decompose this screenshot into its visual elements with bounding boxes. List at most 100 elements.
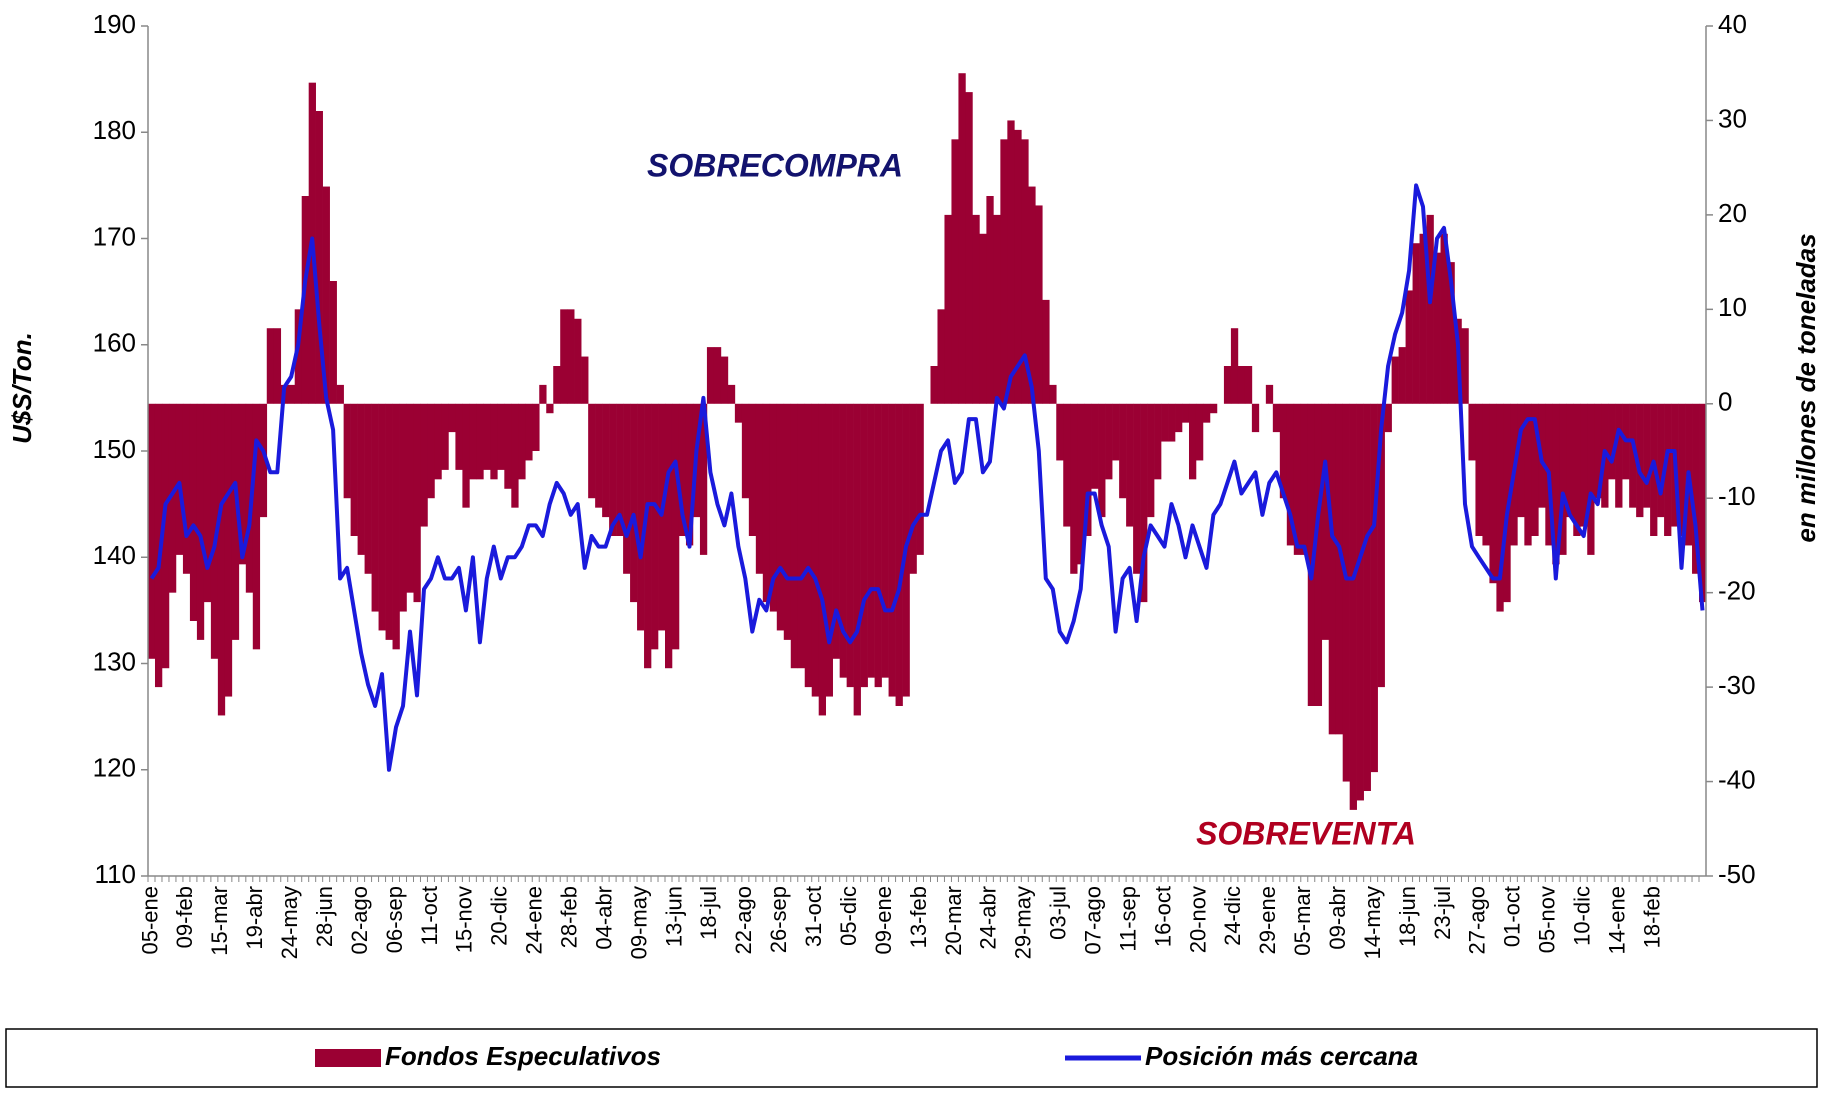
y-tick-label: 190	[93, 9, 136, 39]
bar	[1230, 328, 1239, 404]
bar	[1349, 403, 1357, 810]
bar	[1007, 120, 1015, 404]
bar	[469, 403, 477, 480]
bar	[1223, 366, 1232, 404]
x-tick-label: 18-feb	[1639, 886, 1664, 948]
bar	[581, 356, 589, 404]
bar	[671, 403, 680, 650]
x-tick-label: 14-ene	[1604, 886, 1629, 955]
bar	[1202, 403, 1211, 423]
bar	[1028, 186, 1036, 404]
y-tick-label: 110	[95, 859, 136, 889]
bar	[196, 403, 205, 640]
bar	[727, 384, 736, 404]
x-tick-label: 18-jun	[1395, 886, 1420, 947]
bar	[595, 403, 603, 508]
bar	[1049, 384, 1057, 404]
bar	[1447, 262, 1455, 404]
bar	[315, 111, 323, 404]
bar	[511, 403, 519, 508]
x-tick-label: 11-oct	[417, 886, 442, 946]
bar	[1279, 403, 1288, 499]
bar	[1126, 403, 1134, 527]
y2-tick-label: 10	[1718, 292, 1747, 322]
y-tick-label: 160	[93, 328, 136, 358]
bar	[944, 214, 952, 404]
bar	[210, 403, 219, 659]
bar	[972, 214, 980, 404]
bar	[588, 403, 596, 499]
y2-tick-label: -20	[1718, 576, 1756, 606]
bar	[951, 139, 959, 404]
bar	[783, 403, 792, 640]
bar	[937, 309, 945, 404]
bar	[1237, 366, 1246, 404]
bar	[343, 403, 351, 499]
bar	[259, 403, 268, 518]
x-tick-label: 02-ago	[347, 886, 372, 955]
y2-axis-label: en millones de toneladas	[1791, 233, 1821, 542]
bar	[986, 196, 994, 404]
bar	[203, 403, 212, 603]
bar	[1692, 403, 1700, 574]
y-tick-label: 150	[93, 434, 136, 464]
bar	[322, 186, 330, 404]
y-tick-label: 130	[93, 646, 136, 676]
bar	[532, 403, 540, 451]
bar	[616, 403, 624, 536]
bar	[161, 403, 170, 669]
bar	[1419, 233, 1427, 404]
bar	[553, 366, 561, 404]
x-tick-label: 19-abr	[242, 886, 267, 950]
bar	[1412, 243, 1420, 404]
x-tick-label: 26-sep	[766, 886, 791, 953]
x-tick-label: 28-feb	[556, 886, 581, 948]
x-tick-label: 24-ene	[522, 886, 547, 955]
bar	[1384, 403, 1392, 433]
x-tick-label: 24-abr	[976, 886, 1001, 950]
bar	[825, 403, 833, 697]
bar	[1286, 403, 1295, 546]
bar	[476, 403, 484, 480]
x-tick-label: 24-may	[277, 886, 302, 959]
bar	[245, 403, 254, 593]
bar	[1475, 403, 1483, 536]
bar	[1433, 252, 1441, 404]
x-tick-label: 03-jul	[1046, 886, 1071, 940]
bar	[755, 403, 764, 574]
bar	[1328, 403, 1337, 735]
x-tick-label: 16-oct	[1150, 886, 1175, 947]
x-tick-label: 31-oct	[801, 886, 826, 947]
bar	[1440, 233, 1448, 404]
bar	[392, 403, 400, 650]
bar	[1265, 384, 1274, 404]
bar	[637, 403, 645, 631]
bar	[1489, 403, 1497, 584]
bar	[748, 403, 757, 536]
bar	[1119, 403, 1127, 499]
bar	[720, 356, 729, 404]
bar	[168, 403, 177, 593]
line	[149, 183, 1705, 772]
bar	[329, 281, 337, 404]
bar	[853, 403, 861, 716]
bar	[385, 403, 393, 640]
bar	[881, 403, 889, 678]
bar	[713, 347, 722, 404]
x-tick-label: 15-nov	[452, 886, 477, 953]
x-tick-label: 06-sep	[382, 886, 407, 953]
bar	[1391, 356, 1399, 404]
y2-tick-label: 40	[1718, 9, 1747, 39]
legend-label: Posición más cercana	[1145, 1041, 1418, 1071]
x-tick-label: 22-ago	[731, 886, 756, 955]
bar	[1468, 403, 1476, 461]
bar	[1154, 403, 1162, 480]
bar	[371, 403, 379, 612]
bar	[1566, 403, 1574, 518]
bar	[567, 309, 575, 404]
bar	[818, 403, 826, 716]
y-tick-label: 120	[93, 753, 136, 783]
bar	[483, 403, 491, 470]
bar	[350, 403, 358, 536]
bar	[546, 403, 554, 414]
